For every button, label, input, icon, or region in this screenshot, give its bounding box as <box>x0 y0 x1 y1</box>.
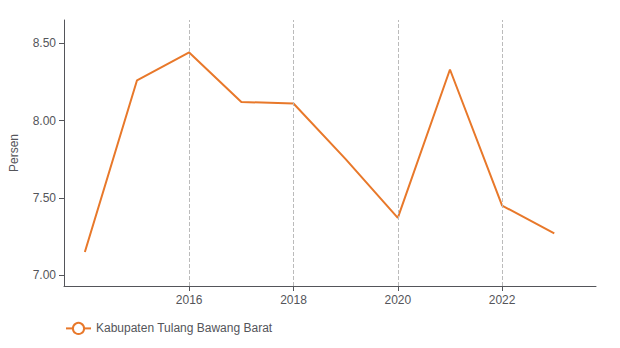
svg-text:2016: 2016 <box>176 293 203 307</box>
svg-text:8.00: 8.00 <box>33 114 57 128</box>
svg-text:8.50: 8.50 <box>33 36 57 50</box>
svg-text:Persen: Persen <box>7 134 21 172</box>
svg-text:7.50: 7.50 <box>33 191 57 205</box>
svg-text:2022: 2022 <box>489 293 516 307</box>
svg-text:Kabupaten Tulang Bawang Barat: Kabupaten Tulang Bawang Barat <box>96 321 273 335</box>
svg-text:2018: 2018 <box>280 293 307 307</box>
svg-text:7.00: 7.00 <box>33 268 57 282</box>
svg-text:2020: 2020 <box>384 293 411 307</box>
